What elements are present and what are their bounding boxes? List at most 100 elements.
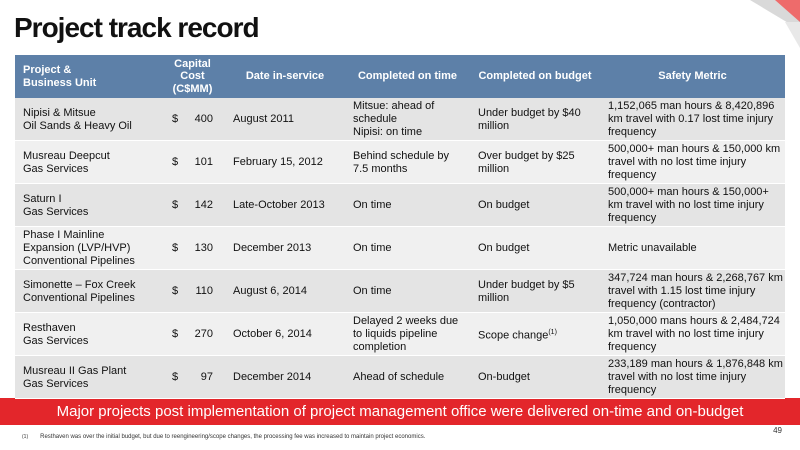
table-row (15, 98, 785, 141)
cell-line: On time (353, 285, 392, 297)
cell-line: Gas Services (23, 377, 89, 390)
table-cell: 500,000+ man hours & 150,000 km travel wi… (600, 141, 785, 184)
cell-text: Late-October 2013 (233, 199, 325, 211)
table-cell: Simonette – Fox Creek Conventional Pipeli… (15, 270, 160, 313)
table-cell: $110 (160, 270, 225, 313)
cell-line: Mitsue: ahead of (353, 100, 435, 112)
table-cell: $97 (160, 356, 225, 399)
cell-line: million (478, 162, 510, 175)
cell-text: August 6, 2014 (233, 285, 308, 297)
table-row (15, 313, 785, 356)
currency-symbol: $ (172, 328, 179, 340)
table-cell: Delayed 2 weeks due to liquids pipeline co… (345, 313, 470, 356)
table-cell: Musreau Deepcut Gas Services (15, 141, 160, 184)
cell-line: Oil Sands & Heavy Oil (23, 119, 132, 132)
table-cell: Behind schedule by 7.5 months (345, 141, 470, 184)
cell-line: On time (353, 199, 392, 211)
cell-line: 233,189 man hours & 1,876,848 km (608, 358, 783, 370)
table-cell: 500,000+ man hours & 150,000+ km travel w… (600, 184, 785, 227)
table-cell: Saturn I Gas Services (15, 184, 160, 227)
header-cell: Safety Metric (600, 55, 785, 98)
table-cell: On time (345, 184, 470, 227)
cell-line: Gas Services (23, 162, 89, 175)
capital-cost: 130 (194, 242, 213, 254)
currency-symbol: $ (172, 156, 179, 168)
footnote-marker: (1) (22, 434, 29, 440)
cell-line: Under budget by $40 (478, 106, 581, 119)
header-cell: Completed on time (345, 55, 470, 98)
cell-line: Musreau II Gas Plant (23, 364, 127, 377)
capital-cost: 97 (200, 371, 213, 383)
table-cell: On budget (470, 184, 600, 227)
cell-line: Phase I Mainline (23, 229, 105, 241)
table-row (15, 356, 785, 399)
cell-line: million (478, 119, 510, 132)
cell-text: August 2011 (233, 113, 294, 125)
cell-line: km travel with no lost time injury (608, 328, 764, 340)
cell-line: completion (353, 341, 407, 353)
cell-line: On budget (478, 242, 530, 254)
header-line: Completed on budget (478, 70, 592, 83)
cell-line: 7.5 months (353, 162, 408, 175)
table-cell: $400 (160, 98, 225, 141)
table-cell: Musreau II Gas Plant Gas Services (15, 356, 160, 399)
cell-line: travel with 1.15 lost time injury (608, 285, 756, 297)
cell-line: 1,152,065 man hours & 8,420,896 (608, 100, 775, 112)
cell-line: Musreau Deepcut (23, 149, 110, 162)
header-line: Date in-service (245, 70, 325, 83)
header-cell: Completed on budget (470, 55, 600, 98)
cell-line: Nipisi: on time (353, 126, 423, 138)
table-row (15, 184, 785, 227)
header-cell: Capital Cost (C$MM) (160, 55, 225, 98)
table-cell: Late-October 2013 (225, 184, 345, 227)
table-cell: $270 (160, 313, 225, 356)
cell-line: 500,000+ man hours & 150,000+ (608, 186, 769, 198)
table-row (15, 227, 785, 270)
cell-line: On time (353, 242, 392, 254)
cell-line: Scope change(1) (478, 329, 557, 342)
cell-line: Over budget by $25 (478, 149, 575, 162)
page-number: 49 (773, 426, 782, 435)
table-cell: Phase I Mainline Expansion (LVP/HVP) Conve… (15, 227, 160, 270)
cell-line: Expansion (LVP/HVP) (23, 242, 131, 254)
cell-text: February 15, 2012 (233, 156, 323, 168)
table-row (15, 270, 785, 313)
cell-line: Conventional Pipelines (23, 291, 135, 304)
cell-line: Gas Services (23, 205, 89, 218)
cell-line: frequency (608, 384, 657, 396)
table-cell: 1,152,065 man hours & 8,420,896 km travel… (600, 98, 785, 141)
table-cell: 233,189 man hours & 1,876,848 km travel w… (600, 356, 785, 399)
cell-text: December 2014 (233, 371, 312, 383)
cell-line: Ahead of schedule (353, 371, 445, 383)
capital-cost: 270 (194, 328, 213, 340)
header-line: Project & (23, 64, 72, 76)
currency-symbol: $ (172, 242, 179, 254)
corner-decoration (750, 0, 800, 48)
table-cell: Nipisi & Mitsue Oil Sands & Heavy Oil (15, 98, 160, 141)
table-cell: On time (345, 227, 470, 270)
currency-symbol: $ (172, 113, 179, 125)
currency-symbol: $ (172, 199, 179, 211)
cell-line: 347,724 man hours & 2,268,767 km (608, 272, 783, 284)
table-cell: On time (345, 270, 470, 313)
cell-line: On budget (478, 199, 530, 211)
header-line: Capital (174, 57, 211, 70)
cell-line: Delayed 2 weeks due (353, 315, 459, 327)
capital-cost: 142 (194, 199, 213, 211)
table-cell: Over budget by $25 million (470, 141, 600, 184)
cell-line: 1,050,000 mans hours & 2,484,724 (608, 315, 780, 327)
table-cell: Mitsue: ahead of schedule Nipisi: on time (345, 98, 470, 141)
cell-line: schedule (353, 113, 398, 125)
currency-symbol: $ (172, 285, 179, 297)
header-line: (C$MM) (172, 82, 213, 95)
banner: Major projects post implementation of pr… (0, 398, 800, 425)
table-cell: On budget (470, 227, 600, 270)
cell-line: km travel with 0.17 lost time injury (608, 113, 774, 125)
table-cell: October 6, 2014 (225, 313, 345, 356)
cell-line: Saturn I (23, 192, 62, 205)
header-line: Business Unit (23, 76, 97, 89)
cell-line: Metric unavailable (608, 242, 697, 254)
cell-line: to liquids pipeline (353, 328, 438, 340)
table-header (15, 55, 785, 98)
